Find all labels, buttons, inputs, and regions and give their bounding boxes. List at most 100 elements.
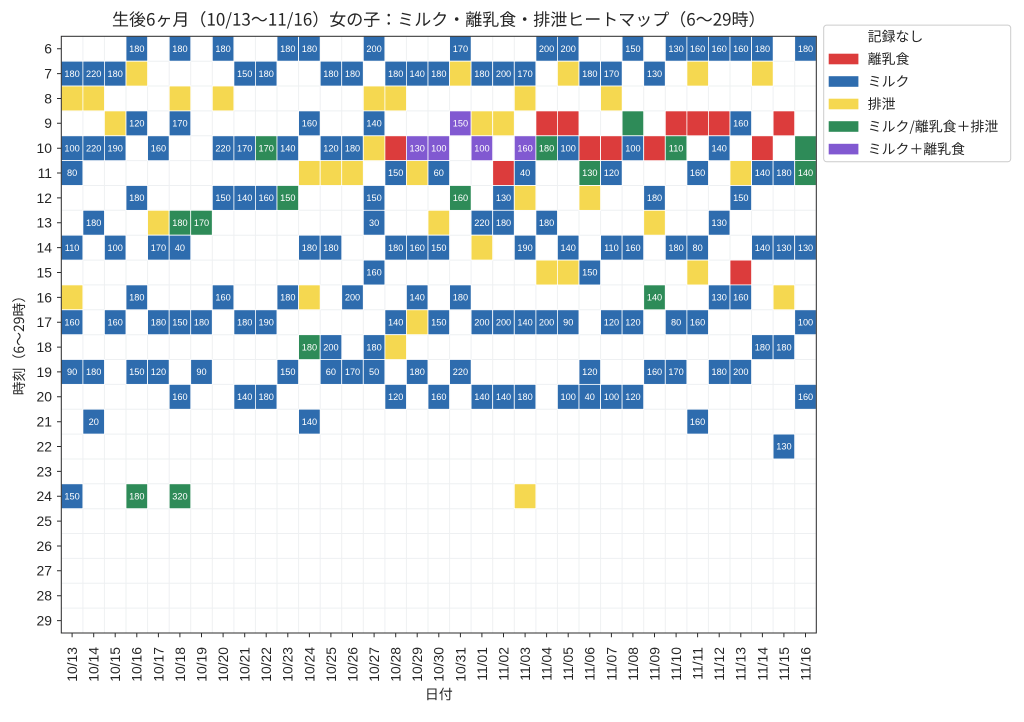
svg-text:160: 160 [410,243,425,253]
svg-text:180: 180 [302,243,317,253]
svg-text:160: 160 [259,193,274,203]
svg-text:11/09: 11/09 [646,647,662,681]
svg-text:12: 12 [37,190,53,206]
svg-text:16: 16 [37,289,53,305]
svg-text:150: 150 [625,44,640,54]
svg-text:26: 26 [37,538,53,554]
svg-text:25: 25 [37,513,53,529]
svg-text:21: 21 [37,414,53,430]
svg-text:140: 140 [712,143,727,153]
svg-text:150: 150 [733,193,748,203]
svg-text:180: 180 [129,193,144,203]
svg-text:130: 130 [582,168,597,178]
svg-text:150: 150 [280,367,295,377]
svg-text:150: 150 [366,193,381,203]
svg-text:17: 17 [37,314,53,330]
svg-text:120: 120 [625,392,640,402]
svg-text:140: 140 [237,392,252,402]
svg-text:10/16: 10/16 [129,647,145,682]
svg-text:28: 28 [37,588,53,604]
svg-text:11: 11 [38,165,53,181]
svg-text:160: 160 [733,119,748,129]
svg-text:10/30: 10/30 [431,647,447,682]
svg-text:200: 200 [345,293,360,303]
svg-text:180: 180 [323,69,338,79]
svg-text:130: 130 [798,243,813,253]
svg-text:9: 9 [44,115,52,131]
svg-text:100: 100 [474,143,489,153]
svg-text:170: 170 [151,243,166,253]
svg-text:180: 180 [194,317,209,327]
svg-text:160: 160 [733,293,748,303]
svg-text:10/21: 10/21 [237,647,253,682]
svg-text:170: 170 [259,143,274,153]
svg-text:220: 220 [86,143,101,153]
svg-text:200: 200 [561,44,576,54]
svg-text:40: 40 [585,392,595,402]
svg-text:120: 120 [151,367,166,377]
svg-text:170: 170 [453,44,468,54]
svg-text:180: 180 [259,69,274,79]
svg-text:160: 160 [712,44,727,54]
svg-text:180: 180 [798,44,813,54]
svg-text:180: 180 [86,367,101,377]
svg-text:200: 200 [474,317,489,327]
svg-text:8: 8 [44,90,52,106]
svg-text:10/18: 10/18 [172,647,188,682]
svg-text:190: 190 [259,317,274,327]
svg-text:130: 130 [712,293,727,303]
svg-text:11/11: 11/11 [690,647,706,680]
svg-text:130: 130 [776,243,791,253]
svg-text:180: 180 [280,293,295,303]
svg-text:7: 7 [44,66,52,82]
svg-text:130: 130 [712,218,727,228]
svg-text:50: 50 [369,367,379,377]
svg-text:160: 160 [733,44,748,54]
svg-text:120: 120 [323,143,338,153]
svg-text:160: 160 [517,143,532,153]
svg-text:180: 180 [345,69,360,79]
svg-text:160: 160 [366,268,381,278]
svg-text:150: 150 [431,317,446,327]
svg-text:200: 200 [539,44,554,54]
svg-text:160: 160 [172,392,187,402]
svg-text:100: 100 [561,392,576,402]
svg-text:120: 120 [604,317,619,327]
svg-text:10/31: 10/31 [452,647,468,682]
svg-text:160: 160 [798,392,813,402]
svg-text:160: 160 [151,143,166,153]
svg-text:170: 170 [668,367,683,377]
svg-text:170: 170 [172,119,187,129]
svg-text:11/03: 11/03 [517,647,533,681]
svg-text:140: 140 [237,193,252,203]
svg-text:140: 140 [388,317,403,327]
svg-text:180: 180 [410,367,425,377]
svg-text:10/27: 10/27 [366,647,382,682]
svg-text:150: 150 [172,317,187,327]
svg-text:100: 100 [798,317,813,327]
svg-text:180: 180 [582,69,597,79]
svg-text:20: 20 [89,417,99,427]
svg-text:18: 18 [37,339,53,355]
svg-text:11/10: 11/10 [668,647,684,681]
svg-text:160: 160 [302,119,317,129]
svg-text:10/15: 10/15 [107,647,123,682]
svg-text:150: 150 [129,367,144,377]
svg-text:180: 180 [259,392,274,402]
svg-text:180: 180 [323,243,338,253]
svg-text:90: 90 [67,367,77,377]
svg-text:140: 140 [410,293,425,303]
svg-text:180: 180 [539,143,554,153]
svg-text:160: 160 [431,392,446,402]
svg-text:140: 140 [302,417,317,427]
svg-text:10/28: 10/28 [388,647,404,682]
svg-text:10/19: 10/19 [193,647,209,682]
svg-text:24: 24 [37,488,53,504]
svg-text:180: 180 [539,218,554,228]
svg-text:11/04: 11/04 [539,647,555,681]
svg-text:160: 160 [690,44,705,54]
svg-text:29: 29 [37,613,53,629]
svg-text:180: 180 [388,243,403,253]
svg-text:180: 180 [345,143,360,153]
svg-text:160: 160 [647,367,662,377]
